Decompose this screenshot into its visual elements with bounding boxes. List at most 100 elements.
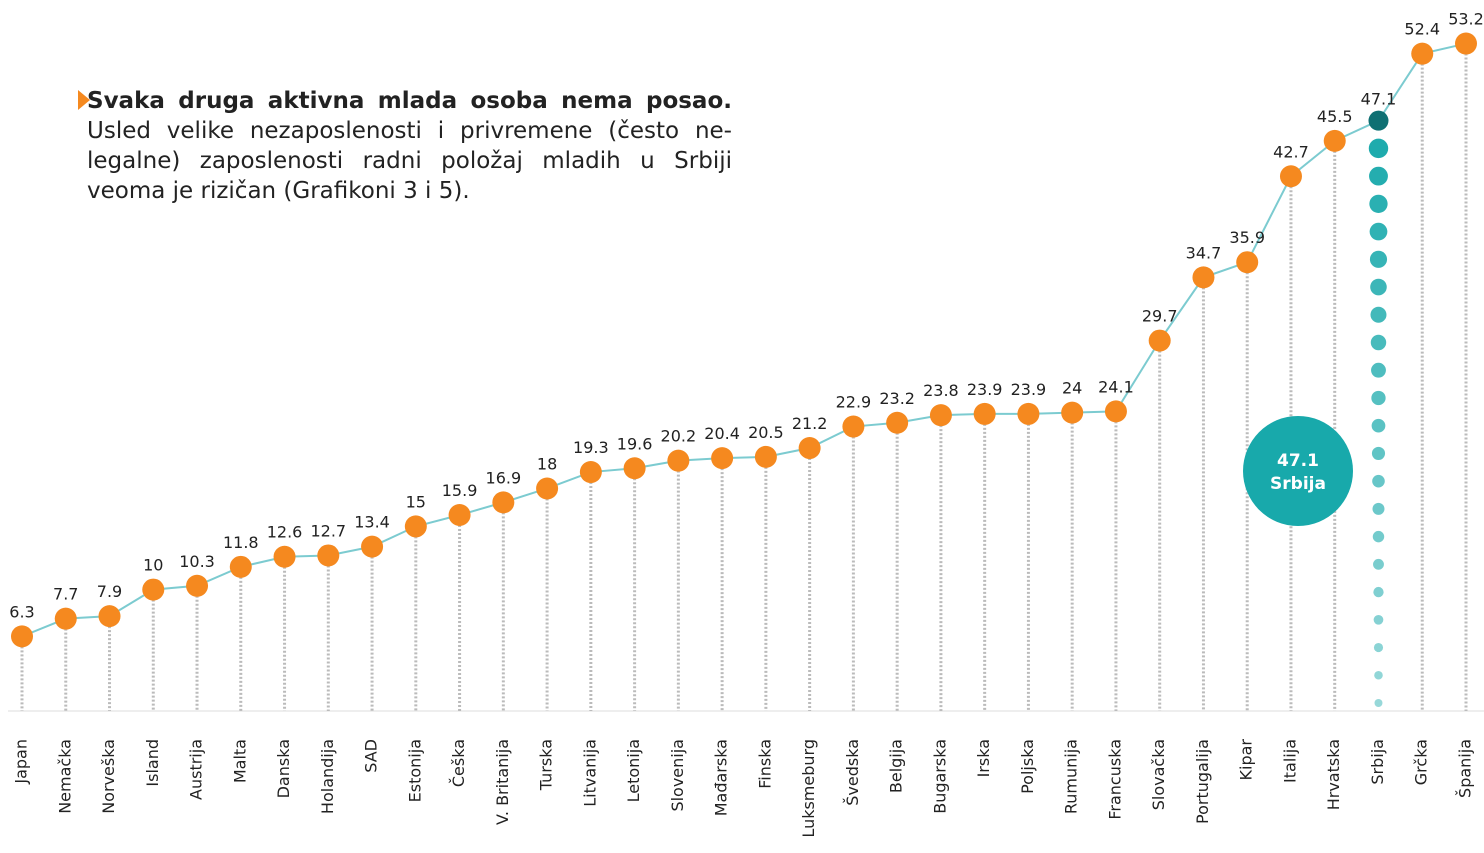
point <box>1148 329 1171 352</box>
value-label: 20.2 <box>661 427 697 446</box>
x-tick-label: Rumunija <box>1062 739 1081 814</box>
point <box>229 555 252 578</box>
value-label: 12.7 <box>310 521 346 540</box>
point <box>667 449 690 472</box>
value-label: 11.8 <box>223 533 259 552</box>
paragraph: Svaka druga aktivna mlada osoba nema pos… <box>87 86 732 206</box>
point <box>1192 266 1215 289</box>
point <box>536 477 559 500</box>
value-label: 45.5 <box>1317 107 1353 126</box>
callout-value: 47.1 <box>1277 451 1319 471</box>
highlight-dot <box>1370 278 1387 296</box>
x-tick-label: Finska <box>755 739 774 789</box>
value-label: 47.1 <box>1361 90 1397 109</box>
point <box>142 578 165 601</box>
highlight-dot <box>1372 502 1385 515</box>
value-label: 13.4 <box>354 513 390 532</box>
bullet <box>78 90 90 110</box>
x-tick-label: Francuska <box>1105 739 1124 820</box>
x-tick-label: Hrvatska <box>1324 739 1343 810</box>
x-tick-label: Turska <box>537 739 556 791</box>
point <box>1104 400 1127 423</box>
x-tick-label: Litvanija <box>580 739 599 807</box>
value-label: 53.2 <box>1448 10 1484 29</box>
highlight-dot <box>1369 166 1388 186</box>
x-tick-label: Slovačka <box>1149 739 1168 810</box>
x-tick-label: SAD <box>362 739 381 773</box>
value-label: 22.9 <box>836 393 872 412</box>
value-label: 19.3 <box>573 438 609 457</box>
point <box>1017 402 1040 425</box>
x-tick-label: Slovenija <box>668 739 687 812</box>
point <box>273 545 296 568</box>
x-tick-label: Bugarska <box>930 739 949 814</box>
x-tick-label: Španija <box>1456 739 1475 798</box>
point <box>448 504 471 527</box>
highlight-dot <box>1373 642 1384 653</box>
highlight-dot <box>1369 250 1388 268</box>
x-tick-label: Letonija <box>624 739 643 802</box>
point <box>929 404 952 427</box>
highlight-point <box>1368 110 1389 131</box>
highlight-dot <box>1371 390 1386 406</box>
x-tick-label: Malta <box>230 739 249 783</box>
x-tick-label: V. Britanija <box>493 739 512 825</box>
value-label: 18 <box>537 454 557 473</box>
highlight-dot <box>1373 614 1384 625</box>
value-label: 15 <box>406 492 426 511</box>
point <box>492 491 515 514</box>
x-tick-label: Portugalija <box>1193 739 1212 824</box>
x-tick-label: Danska <box>274 739 293 798</box>
x-tick-label: Poljska <box>1018 739 1037 794</box>
value-label: 24.1 <box>1098 377 1134 396</box>
highlight-dot <box>1373 558 1384 570</box>
callout-bubble <box>1243 416 1353 526</box>
x-tick-label: Island <box>143 739 162 787</box>
value-label: 10 <box>143 556 163 575</box>
point <box>1323 129 1346 152</box>
value-label: 10.3 <box>179 552 215 571</box>
x-tick-label: Italija <box>1280 739 1299 783</box>
value-label: 29.7 <box>1142 307 1178 326</box>
x-tick-label: Austrija <box>187 739 206 800</box>
value-label: 24 <box>1062 379 1082 398</box>
x-tick-label: Luksmeburg <box>799 739 818 838</box>
x-tick-label: Estonija <box>405 739 424 802</box>
highlight-dot <box>1374 699 1383 707</box>
value-label: 23.9 <box>967 380 1003 399</box>
point <box>186 574 209 597</box>
point <box>886 411 909 434</box>
point <box>11 625 33 648</box>
x-tick-label: Grčka <box>1412 739 1431 785</box>
callout-name: Srbija <box>1270 474 1326 494</box>
value-label: 20.4 <box>704 424 740 443</box>
value-label: 34.7 <box>1186 243 1222 262</box>
highlight-dot <box>1370 306 1387 323</box>
point <box>754 445 777 468</box>
x-tick-label: Norveška <box>99 739 118 814</box>
highlight-dot <box>1371 362 1386 378</box>
point <box>98 605 121 628</box>
point <box>1061 401 1084 424</box>
point <box>842 415 865 438</box>
point <box>1279 165 1302 188</box>
highlight-dot <box>1373 586 1384 598</box>
point <box>711 447 734 470</box>
highlight-dot <box>1372 530 1385 543</box>
x-tick-label: Nemačka <box>55 739 74 814</box>
point <box>1236 251 1259 274</box>
value-label: 23.2 <box>879 389 915 408</box>
highlight-dot <box>1372 474 1385 488</box>
point <box>54 607 77 630</box>
value-label: 7.9 <box>97 582 122 601</box>
body-text: Usled velike nezaposlenosti i privremene… <box>87 118 732 204</box>
point <box>361 535 384 558</box>
highlight-dot <box>1369 194 1388 213</box>
value-label: 7.7 <box>53 585 78 604</box>
highlight-dot <box>1368 138 1389 159</box>
value-label: 19.6 <box>617 434 653 453</box>
value-label: 20.5 <box>748 423 784 442</box>
x-tick-label: Belgija <box>887 739 906 793</box>
highlight-dot <box>1371 418 1386 433</box>
